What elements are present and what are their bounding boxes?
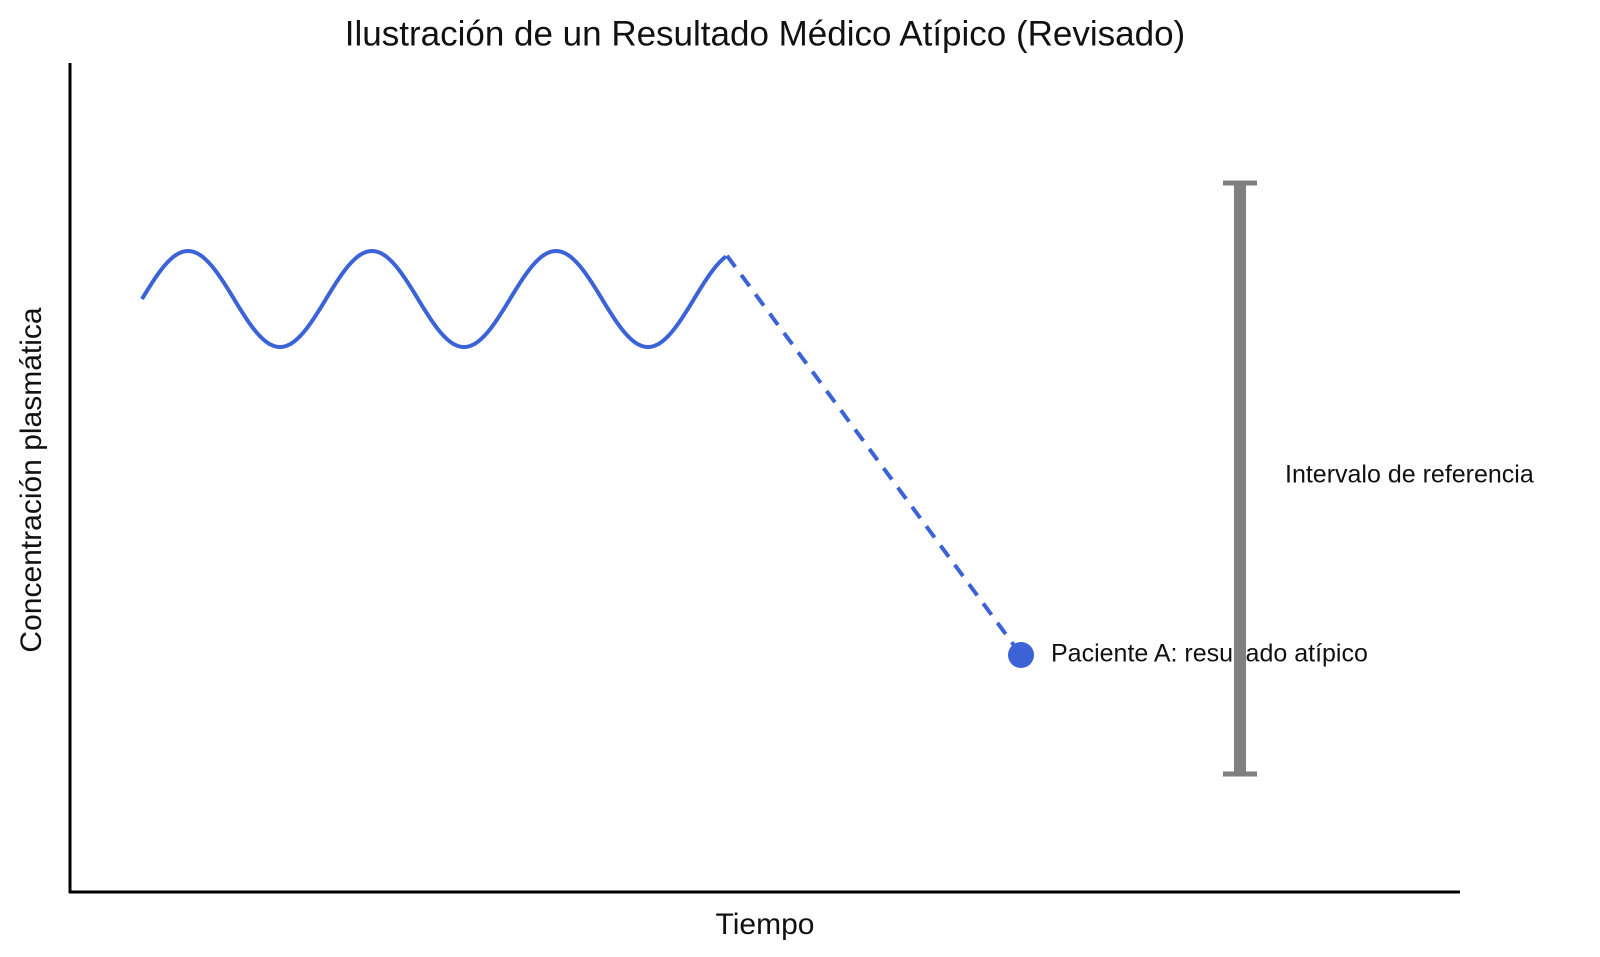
x-axis-label: Tiempo [716, 908, 815, 941]
patient-point [1008, 642, 1034, 668]
y-axis-label: Concentración plasmática [15, 307, 48, 652]
title: Ilustración de un Resultado Médico Atípi… [345, 14, 1185, 53]
wave-line [140, 248, 728, 350]
patient-label: Paciente A: resultado atípico [1051, 640, 1368, 668]
dashed-drop [725, 254, 1018, 650]
reference-label: Intervalo de referencia [1285, 461, 1534, 489]
